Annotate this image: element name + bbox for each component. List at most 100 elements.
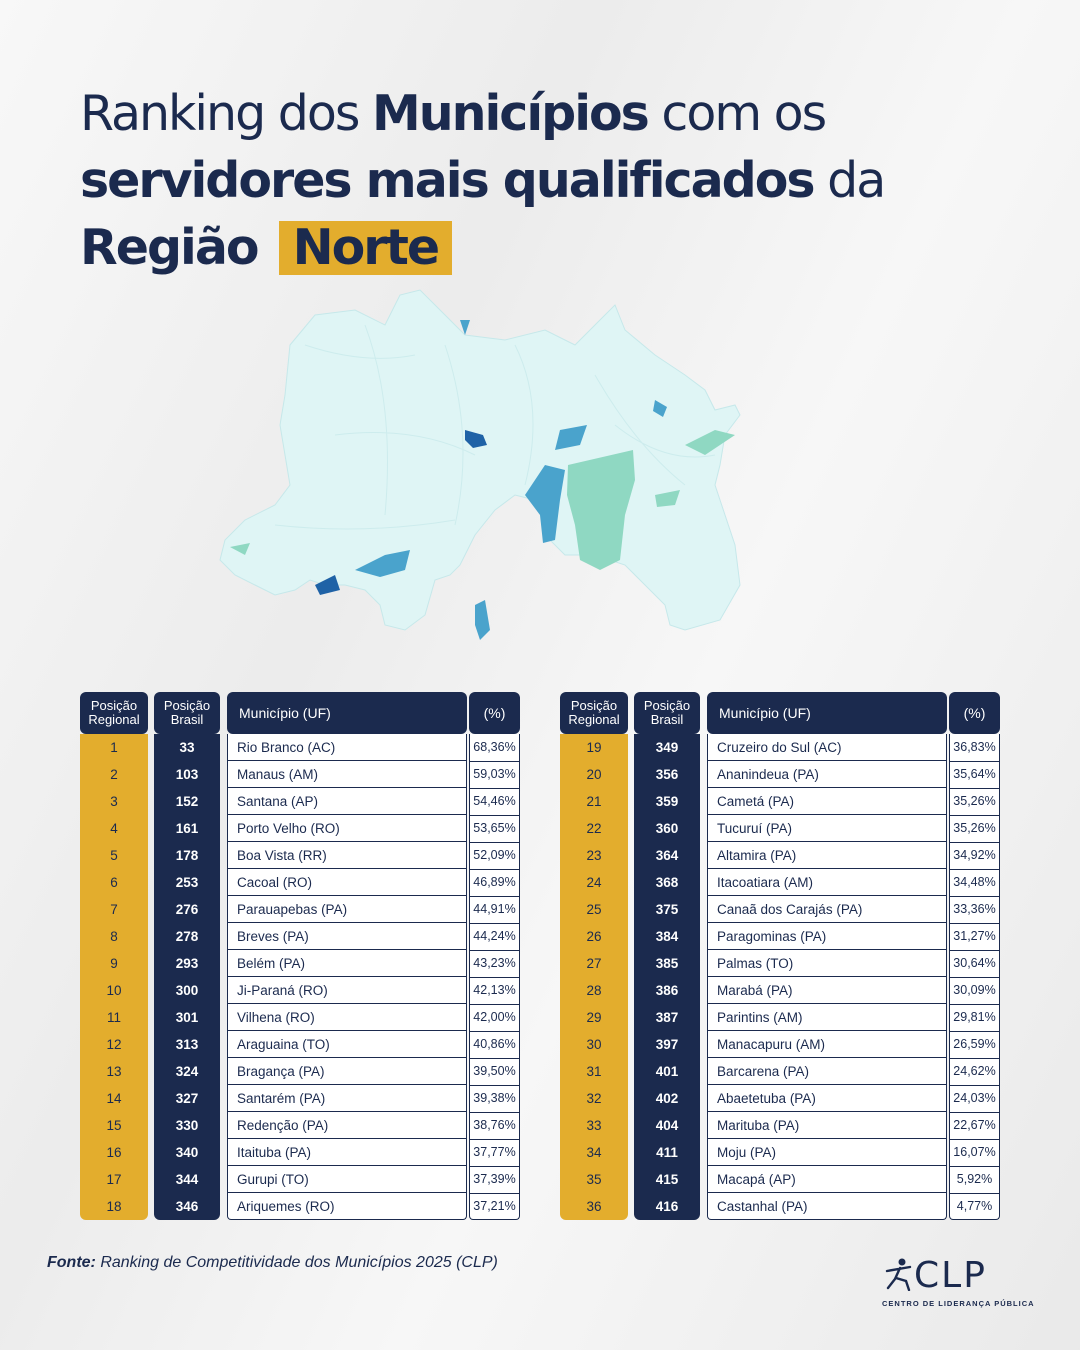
municipio-cell: Marituba (PA) xyxy=(707,1112,947,1139)
percent-cell: 43,23% xyxy=(469,950,520,978)
table-row: 20 356 Ananindeua (PA) 35,64% xyxy=(560,761,1000,789)
rows-left: 1 33 Rio Branco (AC) 68,36% 2 103 Manaus (AM) 5… xyxy=(80,734,520,1220)
table-row: 18 346 Ariquemes (RO) 37,21% xyxy=(80,1193,520,1220)
municipio-cell: Paragominas (PA) xyxy=(707,923,947,950)
posicao-regional-cell: 25 xyxy=(586,902,602,917)
clp-figure-icon xyxy=(885,1258,912,1291)
municipio-cell: Itaituba (PA) xyxy=(227,1139,467,1166)
municipio-cell: Bragança (PA) xyxy=(227,1058,467,1085)
posicao-brasil-cell: 276 xyxy=(175,902,199,917)
table-row: 29 387 Parintins (AM) 29,81% xyxy=(560,1004,1000,1032)
municipio-cell: Moju (PA) xyxy=(707,1139,947,1166)
northern-region-map-icon xyxy=(219,289,741,640)
table-row: 16 340 Itaituba (PA) 37,77% xyxy=(80,1139,520,1167)
percent-cell: 39,38% xyxy=(469,1085,520,1113)
table-row: 11 301 Vilhena (RO) 42,00% xyxy=(80,1004,520,1032)
posicao-regional-cell: 28 xyxy=(586,983,602,998)
table-row: 26 384 Paragominas (PA) 31,27% xyxy=(560,923,1000,951)
posicao-brasil-cell: 415 xyxy=(655,1172,679,1187)
table-row: 3 152 Santana (AP) 54,46% xyxy=(80,788,520,816)
posicao-brasil-cell: 346 xyxy=(175,1199,199,1214)
percent-cell: 5,92% xyxy=(949,1166,1000,1194)
municipio-cell: Manacapuru (AM) xyxy=(707,1031,947,1058)
municipio-cell: Barcarena (PA) xyxy=(707,1058,947,1085)
table-row: 33 404 Marituba (PA) 22,67% xyxy=(560,1112,1000,1140)
posicao-regional-cell: 34 xyxy=(586,1145,602,1160)
posicao-brasil-cell: 340 xyxy=(175,1145,199,1160)
header-text: Posição Regional xyxy=(88,698,140,727)
posicao-brasil-cell: 33 xyxy=(179,740,195,755)
percent-cell: 34,48% xyxy=(949,869,1000,897)
table-row: 10 300 Ji-Paraná (RO) 42,13% xyxy=(80,977,520,1005)
posicao-brasil-cell: 359 xyxy=(655,794,679,809)
header-text: Posição Brasil xyxy=(163,698,211,727)
percent-cell: 30,09% xyxy=(949,977,1000,1005)
header-posicao-regional: Posição Regional xyxy=(80,692,148,734)
municipio-cell: Cruzeiro do Sul (AC) xyxy=(707,734,947,761)
table-row: 6 253 Cacoal (RO) 46,89% xyxy=(80,869,520,897)
posicao-brasil-cell: 327 xyxy=(175,1091,199,1106)
percent-cell: 34,92% xyxy=(949,842,1000,870)
percent-cell: 40,86% xyxy=(469,1031,520,1059)
posicao-regional-cell: 24 xyxy=(586,875,602,890)
municipio-cell: Parintins (AM) xyxy=(707,1004,947,1031)
posicao-brasil-cell: 402 xyxy=(655,1091,679,1106)
posicao-regional-cell: 21 xyxy=(586,794,602,809)
posicao-regional-cell: 11 xyxy=(106,1010,121,1025)
municipio-cell: Manaus (AM) xyxy=(227,761,467,788)
posicao-brasil-cell: 397 xyxy=(655,1037,679,1052)
posicao-brasil-cell: 253 xyxy=(175,875,199,890)
posicao-regional-cell: 4 xyxy=(110,821,118,836)
table-row: 22 360 Tucuruí (PA) 35,26% xyxy=(560,815,1000,843)
source-note: Fonte: Ranking de Competitividade dos Mu… xyxy=(47,1254,498,1272)
percent-cell: 22,67% xyxy=(949,1112,1000,1140)
table-row: 31 401 Barcarena (PA) 24,62% xyxy=(560,1058,1000,1086)
title-bold-regiao: Região xyxy=(80,219,273,276)
posicao-brasil-cell: 324 xyxy=(175,1064,199,1079)
percent-cell: 33,36% xyxy=(949,896,1000,924)
municipio-cell: Ananindeua (PA) xyxy=(707,761,947,788)
header-posicao-regional: Posição Regional xyxy=(560,692,628,734)
table-row: 34 411 Moju (PA) 16,07% xyxy=(560,1139,1000,1167)
title-part: da xyxy=(813,152,886,209)
percent-cell: 37,77% xyxy=(469,1139,520,1167)
municipio-cell: Marabá (PA) xyxy=(707,977,947,1004)
table-row: 23 364 Altamira (PA) 34,92% xyxy=(560,842,1000,870)
posicao-regional-cell: 23 xyxy=(586,848,602,863)
municipio-cell: Araguaina (TO) xyxy=(227,1031,467,1058)
table-row: 36 416 Castanhal (PA) 4,77% xyxy=(560,1193,1000,1220)
table-row: 9 293 Belém (PA) 43,23% xyxy=(80,950,520,978)
posicao-brasil-cell: 278 xyxy=(175,929,199,944)
posicao-brasil-cell: 300 xyxy=(175,983,199,998)
municipio-cell: Rio Branco (AC) xyxy=(227,734,467,761)
municipio-cell: Cametá (PA) xyxy=(707,788,947,815)
percent-cell: 37,39% xyxy=(469,1166,520,1194)
percent-cell: 52,09% xyxy=(469,842,520,870)
posicao-brasil-cell: 330 xyxy=(175,1118,199,1133)
posicao-brasil-cell: 385 xyxy=(655,956,679,971)
column-bg-brasil xyxy=(154,734,220,1220)
percent-cell: 42,00% xyxy=(469,1004,520,1032)
posicao-regional-cell: 8 xyxy=(110,929,118,944)
posicao-regional-cell: 20 xyxy=(586,767,602,782)
posicao-regional-cell: 7 xyxy=(110,902,118,917)
header-posicao-brasil: Posição Brasil xyxy=(154,692,220,734)
municipio-cell: Palmas (TO) xyxy=(707,950,947,977)
percent-cell: 35,26% xyxy=(949,788,1000,816)
posicao-regional-cell: 2 xyxy=(110,767,118,782)
title-part: com os xyxy=(647,85,827,142)
posicao-brasil-cell: 313 xyxy=(175,1037,199,1052)
posicao-brasil-cell: 178 xyxy=(175,848,199,863)
percent-cell: 31,27% xyxy=(949,923,1000,951)
column-bg-municipio xyxy=(227,734,467,1220)
municipio-cell: Santarém (PA) xyxy=(227,1085,467,1112)
posicao-regional-cell: 26 xyxy=(586,929,602,944)
municipio-cell: Breves (PA) xyxy=(227,923,467,950)
percent-cell: 37,21% xyxy=(473,1199,516,1213)
posicao-regional-cell: 9 xyxy=(110,956,118,971)
percent-cell: 68,36% xyxy=(469,734,520,762)
posicao-brasil-cell: 384 xyxy=(655,929,679,944)
municipio-cell: Vilhena (RO) xyxy=(227,1004,467,1031)
percent-cell: 38,76% xyxy=(469,1112,520,1140)
header-text: Posição Brasil xyxy=(643,698,691,727)
